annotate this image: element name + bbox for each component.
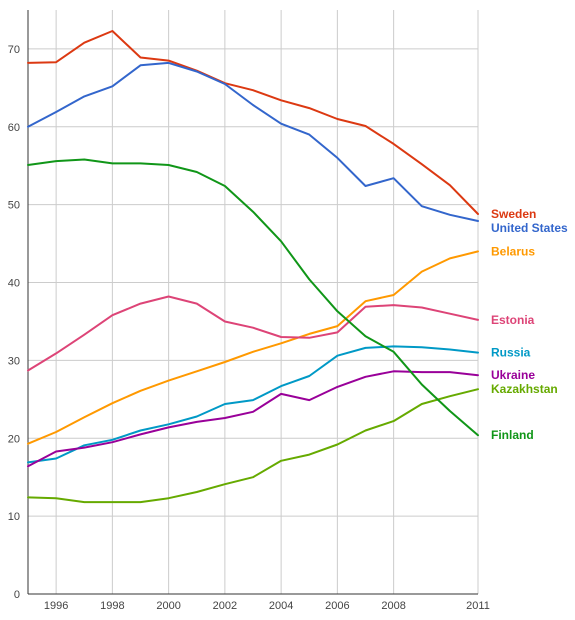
series-label-estonia: Estonia [491,313,535,327]
plot-area [27,30,479,504]
series-line-kazakhstan [27,388,479,504]
y-tick-label-40: 40 [8,278,20,290]
x-tick-label-2008: 2008 [381,600,405,612]
y-tick-label-10: 10 [8,511,20,523]
series-label-ukraine: Ukraine [491,368,535,382]
axes: 0 10 20 30 40 50 60 70 1996 1998 2000 2002 2004 2006 2… [8,10,490,612]
x-tick-label-2000: 2000 [156,600,180,612]
y-tick-label-0: 0 [14,589,20,601]
series-label-finland: Finland [491,428,534,442]
series-line-belarus [27,250,479,445]
series-label-united-states: United States [491,221,568,235]
y-tick-label-30: 30 [8,355,20,367]
y-tick-label-70: 70 [8,44,20,56]
series-label-russia: Russia [491,346,531,360]
x-tick-label-2004: 2004 [269,600,293,612]
series-line-ukraine [27,370,479,468]
x-tick-label-1998: 1998 [100,600,124,612]
x-tick-label-1996: 1996 [44,600,68,612]
series-label-kazakhstan: Kazakhstan [491,382,558,396]
y-tick-label-60: 60 [8,122,20,134]
series-line-finland [27,158,479,437]
y-tick-label-20: 20 [8,433,20,445]
series-line-sweden [27,30,479,215]
x-tick-label-2002: 2002 [213,600,237,612]
series-line-united-states [27,61,479,222]
series-label-sweden: Sweden [491,207,536,221]
series-line-russia [27,345,479,464]
x-tick-label-2006: 2006 [325,600,349,612]
series-line-estonia [27,295,479,372]
x-tick-label-2011: 2011 [466,600,490,612]
y-tick-label-50: 50 [8,200,20,212]
series-label-belarus: Belarus [491,244,535,258]
grid [28,10,479,595]
